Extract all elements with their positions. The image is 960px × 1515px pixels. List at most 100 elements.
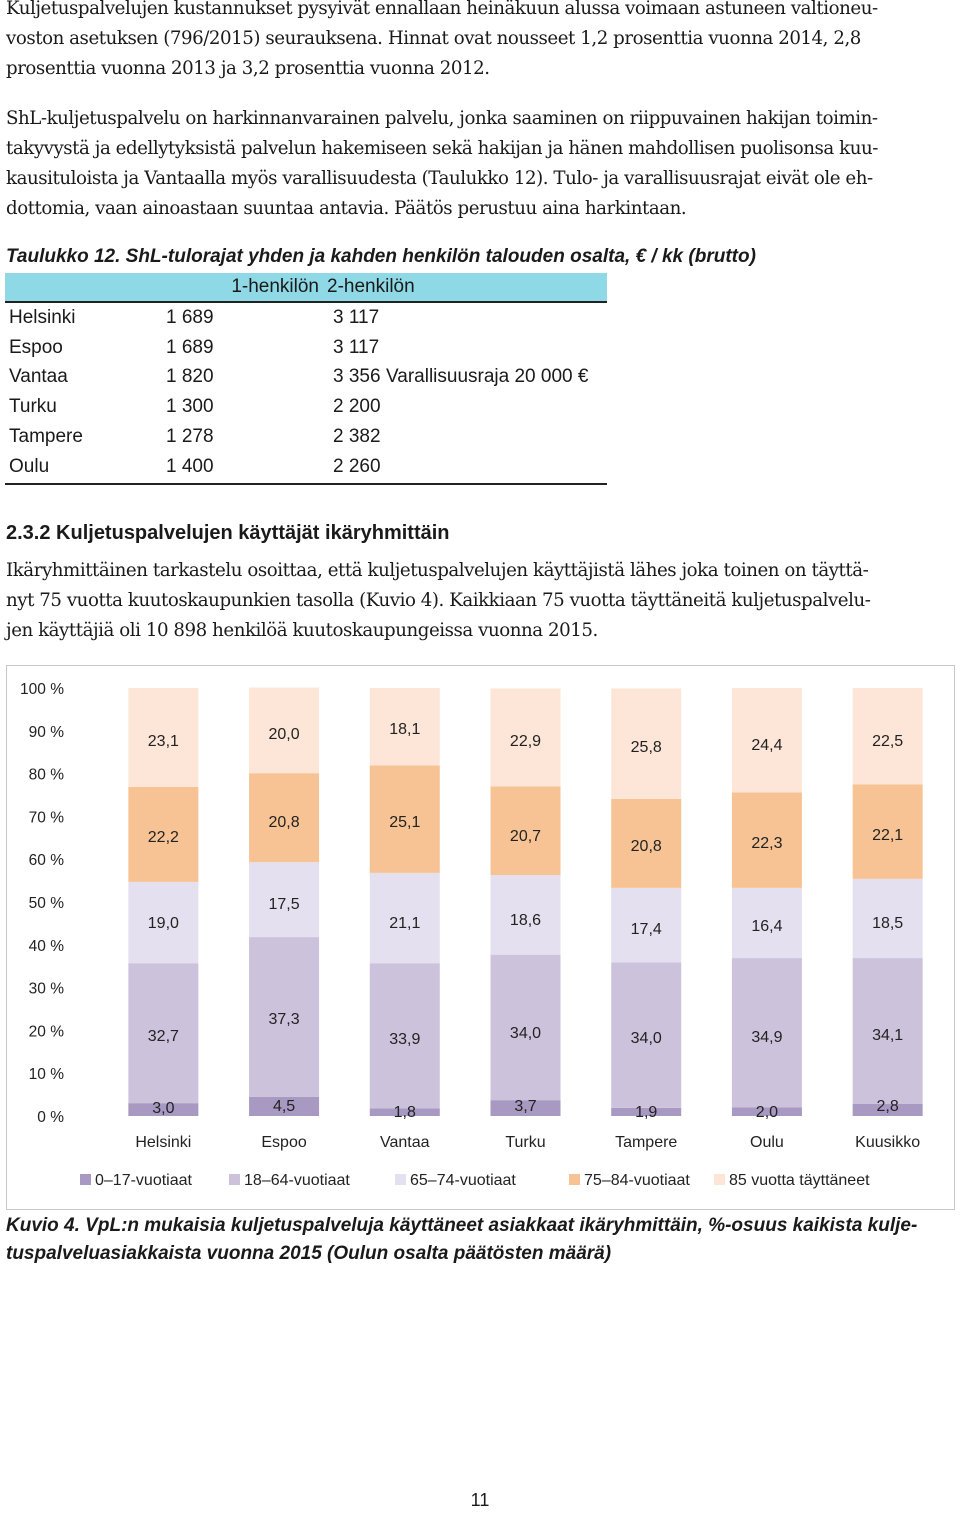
data-label: 25,1 — [389, 814, 420, 831]
table-row: Helsinki 1 689 3 117 — [5, 302, 607, 333]
data-label: 34,0 — [631, 1030, 662, 1047]
data-label: 18,5 — [872, 915, 903, 932]
text-line: voston asetuksen (796/2015) seurauksena.… — [6, 28, 861, 49]
bar-segment — [128, 963, 199, 1104]
city-cell: Vantaa — [9, 366, 68, 388]
data-label: 20,0 — [269, 726, 300, 743]
income-limits-table: 1-henkilön 2-henkilön Helsinki 1 689 3 117… — [5, 273, 607, 485]
data-label: 34,1 — [872, 1027, 903, 1044]
bar-segment — [852, 958, 923, 1105]
bar-segment — [731, 792, 802, 888]
data-label: 16,4 — [751, 918, 782, 935]
bar-segment — [249, 687, 320, 774]
table-caption: Taulukko 12. ShL-tulorajat yhden ja kahd… — [6, 246, 756, 267]
table-row: Turku 1 300 2 200 — [5, 392, 607, 422]
bar-segment — [852, 878, 923, 959]
section-heading: 2.3.2 Kuljetuspalvelujen käyttäjät ikäry… — [6, 522, 450, 544]
table-header-cell: 1-henkilön — [160, 273, 327, 303]
x-category-label: Espoo — [261, 1134, 306, 1151]
x-category-label: Kuusikko — [855, 1134, 920, 1151]
one-person-limit-cell: 1 689 — [166, 336, 214, 358]
paragraph-costs: Kuljetuspalvelujen kustannukset pysyivät… — [6, 0, 956, 84]
extra-condition-cell — [382, 392, 607, 422]
bar-segment — [369, 765, 440, 873]
table-header-cell — [5, 273, 160, 303]
extra-condition-cell — [382, 333, 607, 363]
x-category-label: Tampere — [615, 1134, 677, 1151]
bar-segment — [490, 688, 561, 787]
caption-line: Kuvio 4. VpL:n mukaisia kuljetuspalveluj… — [6, 1215, 918, 1236]
city-cell: Tampere — [9, 426, 83, 448]
two-person-limit-cell: 2 382 — [333, 426, 381, 448]
city-cell: Turku — [9, 396, 57, 418]
data-label: 33,9 — [389, 1031, 420, 1048]
chart-frame: 0 % 10 % 20 % 30 % 40 % 50 % 60 % 70 % 80 % 90 % 1… — [6, 665, 955, 1210]
city-cell: Helsinki — [9, 306, 76, 328]
bar-segment — [369, 963, 440, 1109]
data-label: 34,9 — [751, 1029, 782, 1046]
bar-segment — [611, 962, 682, 1108]
text-line: nyt 75 vuotta kuutoskaupunkien tasolla (… — [6, 590, 871, 611]
bar-segment — [731, 887, 802, 959]
bar-segment — [852, 784, 923, 879]
table-row: Tampere 1 278 2 382 — [5, 422, 607, 452]
bar-segment — [490, 954, 561, 1101]
figure-caption: Kuvio 4. VpL:n mukaisia kuljetuspalveluj… — [6, 1212, 917, 1268]
data-label: 17,5 — [269, 896, 300, 913]
data-label: 3,7 — [514, 1098, 536, 1115]
legend-swatch — [395, 1174, 406, 1185]
paragraph-age-groups: Ikäryhmittäinen tarkastelu osoittaa, ett… — [6, 556, 956, 646]
data-label: 3,0 — [152, 1100, 174, 1117]
data-label: 22,3 — [751, 835, 782, 852]
legend-label: 18–64-vuotiaat — [244, 1172, 350, 1189]
bar-segment — [852, 1104, 923, 1116]
two-person-limit-cell: 2 200 — [333, 396, 381, 418]
bar-segment — [731, 958, 802, 1108]
one-person-limit-cell: 1 400 — [160, 451, 327, 485]
bar-segment — [731, 1107, 802, 1116]
city-cell: Oulu — [5, 451, 160, 485]
data-label: 21,1 — [389, 915, 420, 932]
extra-condition-cell — [382, 302, 607, 333]
one-person-limit-cell: 1 820 — [166, 366, 214, 388]
table-row: Oulu 1 400 2 260 — [5, 451, 607, 485]
stacked-bar-chart: 0 % 10 % 20 % 30 % 40 % 50 % 60 % 70 % 80 % 90 % 1… — [20, 681, 923, 1189]
bar-segment — [369, 1108, 440, 1116]
bar-segment — [611, 1107, 682, 1116]
bar-segment — [369, 688, 440, 766]
y-tick-label: 20 % — [29, 1023, 65, 1040]
one-person-limit-cell: 1 689 — [166, 306, 214, 328]
bar-segment — [128, 688, 199, 787]
table-row: Espoo 1 689 3 117 — [5, 333, 607, 363]
one-person-limit-cell: 1 278 — [166, 426, 214, 448]
legend-swatch — [569, 1174, 580, 1185]
data-label: 2,8 — [877, 1098, 899, 1115]
legend-swatch — [80, 1174, 91, 1185]
x-category-label: Oulu — [750, 1134, 784, 1151]
data-label: 20,8 — [269, 814, 300, 831]
y-tick-label: 100 % — [20, 681, 64, 698]
data-label: 22,1 — [872, 827, 903, 844]
y-tick-label: 80 % — [29, 767, 65, 784]
legend-label: 75–84-vuotiaat — [584, 1172, 690, 1189]
bar-segment — [249, 937, 320, 1097]
paragraph-eligibility: ShL-kuljetuspalvelu on harkinnanvarainen… — [6, 104, 956, 224]
data-label: 1,9 — [635, 1104, 657, 1121]
data-label: 20,7 — [510, 828, 541, 845]
data-label: 22,2 — [148, 829, 179, 846]
two-person-limit-cell: 2 260 — [327, 451, 382, 485]
text-line: jen käyttäjiä oli 10 898 henkilöä kuutos… — [6, 620, 598, 641]
y-tick-label: 10 % — [29, 1066, 65, 1083]
data-label: 24,4 — [751, 737, 782, 754]
legend-label: 0–17-vuotiaat — [95, 1172, 193, 1189]
data-label: 18,6 — [510, 912, 541, 929]
data-label: 4,5 — [273, 1098, 295, 1115]
text-line: prosenttia vuonna 2013 ja 3,2 prosenttia… — [6, 58, 490, 79]
bar-segment — [369, 872, 440, 964]
page-number: 11 — [470, 1490, 490, 1510]
one-person-limit-cell: 1 300 — [166, 396, 214, 418]
data-label: 17,4 — [631, 921, 662, 938]
legend-label: 85 vuotta täyttäneet — [729, 1172, 870, 1189]
extra-condition-cell: Varallisuusraja 20 000 € — [386, 366, 589, 388]
data-label: 37,3 — [269, 1011, 300, 1028]
